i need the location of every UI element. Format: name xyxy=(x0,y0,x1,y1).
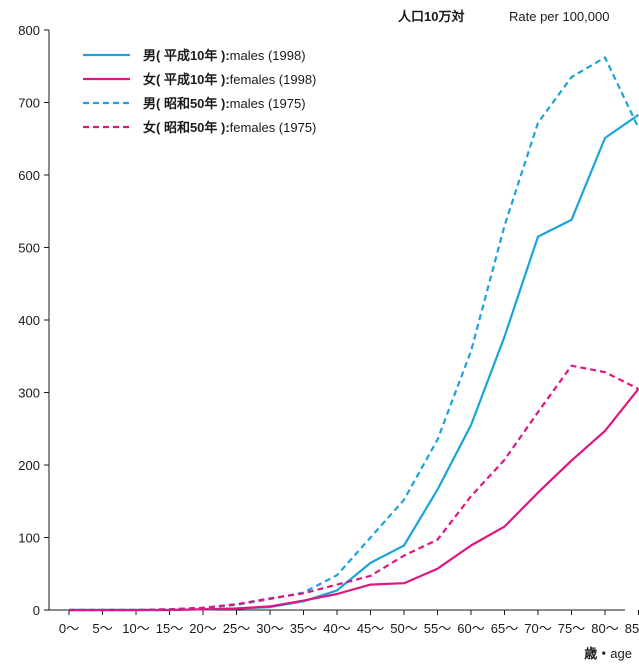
x-tick-label: 20～ xyxy=(189,621,216,636)
x-tick-label: 80～ xyxy=(591,621,618,636)
legend-label-en: males (1975) xyxy=(230,96,306,111)
legend-label-en: females (1975) xyxy=(230,120,317,135)
y-axis-ticks: 0 100 200 300 400 500 600 700 800 xyxy=(18,23,49,618)
y-tick-label: 100 xyxy=(18,531,40,546)
legend-label-jp: 女( 昭和50年 ): xyxy=(143,120,230,135)
legend-label-4: 女( 昭和50年 ):females (1975) xyxy=(143,120,316,135)
x-tick-label: 85～ xyxy=(625,621,639,636)
legend: 男( 平成10年 ):males (1998)女( 平成10年 ):female… xyxy=(83,48,316,135)
x-tick-label: 75～ xyxy=(558,621,585,636)
legend-label-jp: 男( 平成10年 ): xyxy=(143,48,230,63)
y-tick-label: 200 xyxy=(18,458,40,473)
x-tick-label: 15～ xyxy=(156,621,183,636)
legend-label-en: females (1998) xyxy=(230,72,317,87)
y-tick-label: 800 xyxy=(18,23,40,38)
x-tick-label: 35～ xyxy=(290,621,317,636)
series-line-4 xyxy=(69,364,639,612)
y-tick-label: 400 xyxy=(18,313,40,328)
y-tick-label: 700 xyxy=(18,96,40,111)
y-tick-label: 0 xyxy=(33,603,40,618)
x-tick-label: 0～ xyxy=(59,621,79,636)
y-unit-label-en: Rate per 100,000 xyxy=(509,9,609,24)
x-tick-label: 70～ xyxy=(524,621,551,636)
x-tick-label: 5～ xyxy=(92,621,112,636)
x-tick-label: 65～ xyxy=(491,621,518,636)
x-tick-label: 40～ xyxy=(323,621,350,636)
y-tick-label: 500 xyxy=(18,241,40,256)
x-axis-label-en: age xyxy=(610,646,632,661)
x-axis-label: 歳・age xyxy=(584,646,632,661)
x-tick-label: 55～ xyxy=(424,621,451,636)
x-tick-label: 10～ xyxy=(122,621,149,636)
legend-label-2: 女( 平成10年 ):females (1998) xyxy=(143,72,316,87)
x-tick-label: 50～ xyxy=(390,621,417,636)
legend-label-3: 男( 昭和50年 ):males (1975) xyxy=(143,96,306,111)
legend-label-jp: 男( 昭和50年 ): xyxy=(143,96,230,111)
y-tick-label: 300 xyxy=(18,386,40,401)
series-lines xyxy=(69,56,639,612)
series-line-1 xyxy=(69,113,639,612)
x-tick-label: 25～ xyxy=(223,621,250,636)
y-unit-label-jp: 人口10万対 xyxy=(398,9,464,24)
x-tick-label: 30～ xyxy=(256,621,283,636)
x-axis-label-jp: 歳・ xyxy=(584,646,610,661)
legend-label-en: males (1998) xyxy=(230,48,306,63)
legend-label-1: 男( 平成10年 ):males (1998) xyxy=(143,48,306,63)
y-tick-label: 600 xyxy=(18,168,40,183)
axes xyxy=(48,30,625,611)
x-tick-label: 60～ xyxy=(457,621,484,636)
legend-label-jp: 女( 平成10年 ): xyxy=(143,72,230,87)
x-axis-ticks: 0～ 5～ 10～ 15～ 20～ 25～ 30～ 35～ 40～ 45～ 50～ 55～ 60～ 65～… xyxy=(59,610,639,636)
x-tick-label: 45～ xyxy=(357,621,384,636)
series-line-3 xyxy=(69,56,639,612)
